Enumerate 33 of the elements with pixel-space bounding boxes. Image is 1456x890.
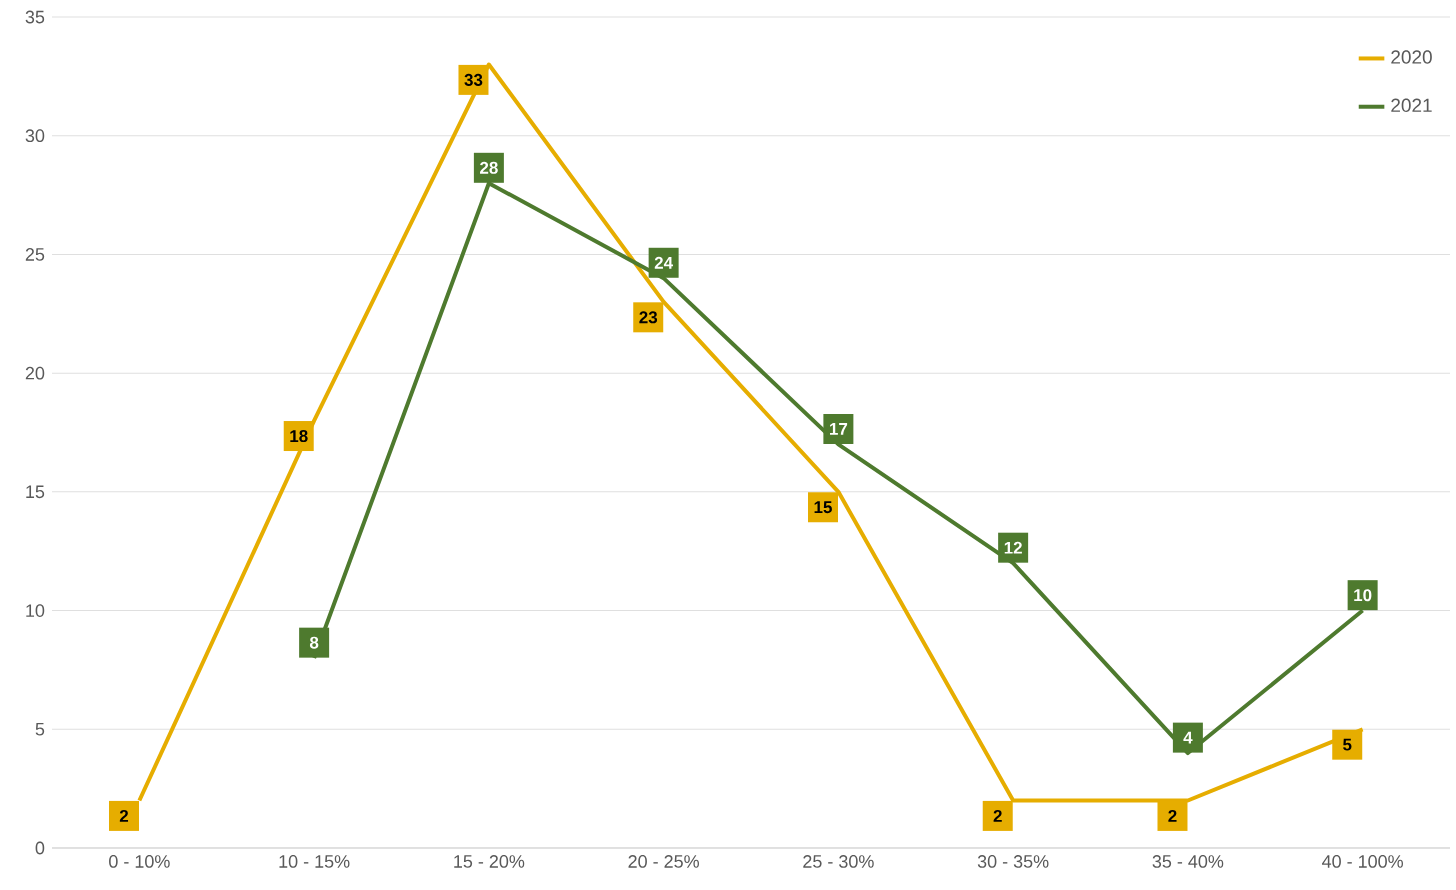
data-label: 4 [1183,731,1193,744]
x-tick-label: 15 - 20% [454,855,525,868]
data-label: 18 [290,430,308,443]
data-label: 17 [829,423,848,435]
y-tick-label: 20 [25,366,45,380]
y-tick-label: 30 [25,129,45,143]
x-tick-label: 35 - 40% [1152,855,1224,868]
data-label: 33 [464,73,483,86]
x-tick-label: 25 - 30% [803,855,874,868]
data-label: 23 [639,311,658,324]
y-tick-label: 35 [25,10,45,24]
data-label: 15 [814,501,832,514]
data-label: 5 [1343,738,1352,751]
data-label: 28 [480,161,498,174]
y-tick-label: 0 [35,841,45,855]
data-label: 2 [993,810,1002,822]
x-tick-label: 30 - 35% [977,855,1049,868]
x-tick-label: 10 - 15% [279,855,350,868]
data-label: 12 [1004,541,1022,554]
legend-label: 2020 [1391,50,1432,64]
y-tick-label: 10 [26,604,45,617]
legend-label: 2021 [1391,98,1432,113]
y-tick-label: 15 [26,485,45,499]
data-label: 24 [654,256,674,269]
x-tick-label: 40 - 100% [1322,855,1403,868]
data-label: 10 [1354,589,1372,602]
y-tick-label: 5 [35,723,45,736]
x-tick-label: 0 - 10% [109,855,170,868]
data-label: 2 [119,810,129,822]
x-tick-label: 20 - 25% [628,855,699,868]
data-label: 8 [309,636,319,649]
data-label: 2 [1168,810,1177,822]
y-tick-label: 25 [25,248,45,261]
